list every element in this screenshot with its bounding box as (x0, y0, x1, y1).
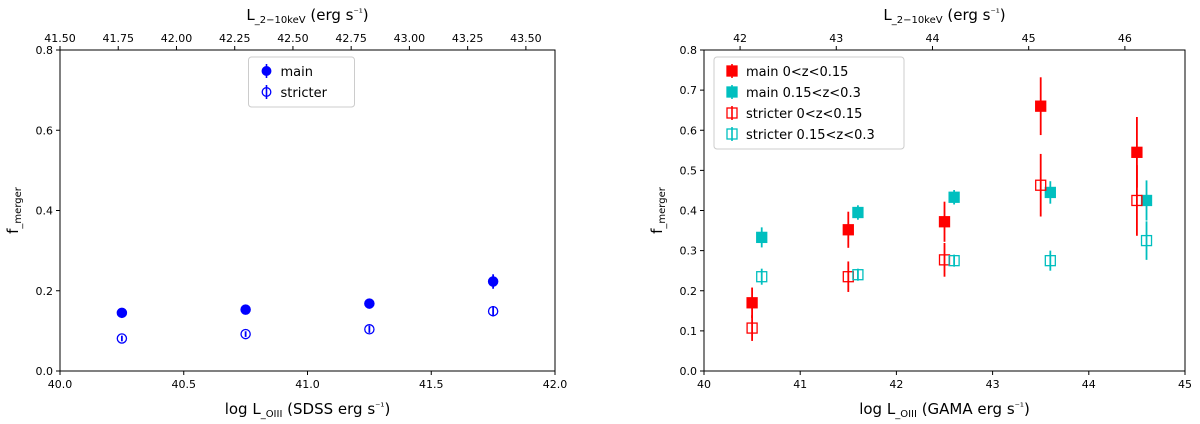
data-point (1140, 234, 1153, 247)
y-tick-label: 0.0 (36, 365, 54, 378)
plot-frame (59, 49, 556, 372)
data-point (842, 224, 854, 236)
legend-label: stricter 0<z<0.15 (746, 107, 862, 122)
legend-swatch-marker (726, 107, 738, 119)
data-point (116, 307, 128, 319)
data-point (364, 324, 375, 335)
series-main (116, 274, 499, 319)
y-axis-label: f_merger (4, 186, 24, 234)
data-point (1035, 100, 1047, 112)
top-x-tick-label: 43.50 (510, 32, 542, 45)
data-point (938, 216, 951, 228)
x-tick-label: 41.5 (419, 378, 444, 391)
data-point (487, 305, 499, 317)
legend-label: stricter (281, 86, 328, 101)
top-x-tick-label: 43.00 (394, 32, 426, 45)
top-x-axis-label: L_2−10keV (erg s⁻¹) (883, 6, 1005, 26)
series-stricter (116, 305, 499, 344)
x-tick-label: 42 (889, 378, 903, 391)
top-x-tick-label: 41.75 (102, 32, 134, 45)
data-point (852, 206, 864, 219)
y-tick-label: 0.1 (680, 325, 698, 338)
series-main-0-15-z-0-3 (756, 180, 1153, 248)
legend-label: main 0.15<z<0.3 (746, 86, 861, 101)
data-point (746, 322, 758, 334)
data-point (948, 191, 960, 203)
top-x-tick-label: 43 (829, 32, 843, 45)
data-point (746, 297, 758, 309)
x-tick-label: 42.0 (543, 378, 568, 391)
top-x-tick-label: 43.25 (452, 32, 484, 45)
series-main-0-z-0-15 (746, 77, 1143, 319)
x-tick-label: 40.5 (172, 378, 197, 391)
x-tick-label: 40 (697, 378, 711, 391)
x-axis-label: log L_OIII (SDSS erg s⁻¹) (225, 400, 391, 420)
top-x-tick-label: 46 (1118, 32, 1132, 45)
data-point (756, 271, 768, 283)
legend-swatch-marker (726, 128, 738, 140)
data-point (364, 298, 375, 309)
data-point (1044, 255, 1056, 267)
data-point (1131, 194, 1143, 207)
legend-swatch-marker (726, 86, 738, 98)
plot-frame (703, 49, 1186, 372)
chart-panel-left: 40.0 40.5 41.0 41.5 42.0 0.0 0.2 0.4 0.6 0.841.50… (4, 6, 567, 420)
legend-label: stricter 0.15<z<0.3 (746, 128, 875, 143)
y-tick-label: 0.6 (680, 124, 698, 137)
data-point (1044, 186, 1056, 199)
top-x-tick-label: 45 (1022, 32, 1036, 45)
y-tick-label: 0.2 (36, 285, 54, 298)
data-point (116, 333, 128, 344)
y-tick-label: 0.0 (680, 365, 698, 378)
top-x-tick-label: 42.50 (277, 32, 309, 45)
data-point (487, 276, 499, 287)
legend-swatch-marker (726, 65, 738, 77)
top-x-tick-label: 42 (733, 32, 747, 45)
top-x-axis-label: L_2−10keV (erg s⁻¹) (246, 6, 368, 26)
series-stricter-0-z-0-15 (746, 153, 1143, 341)
y-axis-label: f_merger (648, 186, 668, 234)
top-x-tick-label: 42.25 (219, 32, 251, 45)
y-tick-label: 0.3 (680, 245, 698, 258)
legend: main 0<z<0.15 main 0.15<z<0.3 stricter 0<z… (713, 56, 905, 150)
y-tick-label: 0.7 (680, 84, 698, 97)
top-x-tick-label: 42.75 (335, 32, 367, 45)
x-tick-label: 40.0 (48, 378, 73, 391)
chart-panel-right: 40 41 42 43 44 45 0.0 0.1 0.2 0.3 0.4 0.5 0.6 0.7 0.8 4… (648, 6, 1192, 420)
data-point (852, 269, 864, 281)
legend-frame (248, 56, 355, 108)
top-x-tick-label: 42.00 (161, 32, 193, 45)
legend-label: main (281, 65, 313, 80)
data-point (756, 231, 768, 244)
x-tick-label: 44 (1082, 378, 1096, 391)
data-point (1140, 194, 1153, 207)
y-tick-label: 0.8 (680, 44, 698, 57)
legend-frame (713, 56, 905, 150)
y-tick-label: 0.8 (36, 44, 54, 57)
legend-swatch-marker (261, 66, 272, 76)
series-stricter-0-15-z-0-3 (756, 221, 1153, 285)
legend-swatch-marker (261, 87, 272, 97)
legend: main stricter (248, 56, 355, 108)
data-point (240, 304, 251, 315)
data-point (948, 255, 960, 267)
x-axis-label: log L_OIII (GAMA erg s⁻¹) (859, 400, 1030, 420)
x-tick-label: 41 (793, 378, 807, 391)
data-point (240, 328, 251, 340)
top-x-tick-label: 44 (925, 32, 939, 45)
x-tick-label: 43 (986, 378, 1000, 391)
x-tick-label: 45 (1178, 378, 1192, 391)
y-tick-label: 0.4 (36, 205, 54, 218)
y-tick-label: 0.6 (36, 124, 54, 137)
data-point (1035, 179, 1047, 191)
x-tick-label: 41.0 (295, 378, 320, 391)
data-point (1131, 146, 1143, 158)
top-x-tick-label: 41.50 (44, 32, 76, 45)
y-tick-label: 0.4 (680, 205, 698, 218)
y-tick-label: 0.2 (680, 285, 698, 298)
y-tick-label: 0.5 (680, 164, 698, 177)
legend-label: main 0<z<0.15 (746, 65, 848, 80)
